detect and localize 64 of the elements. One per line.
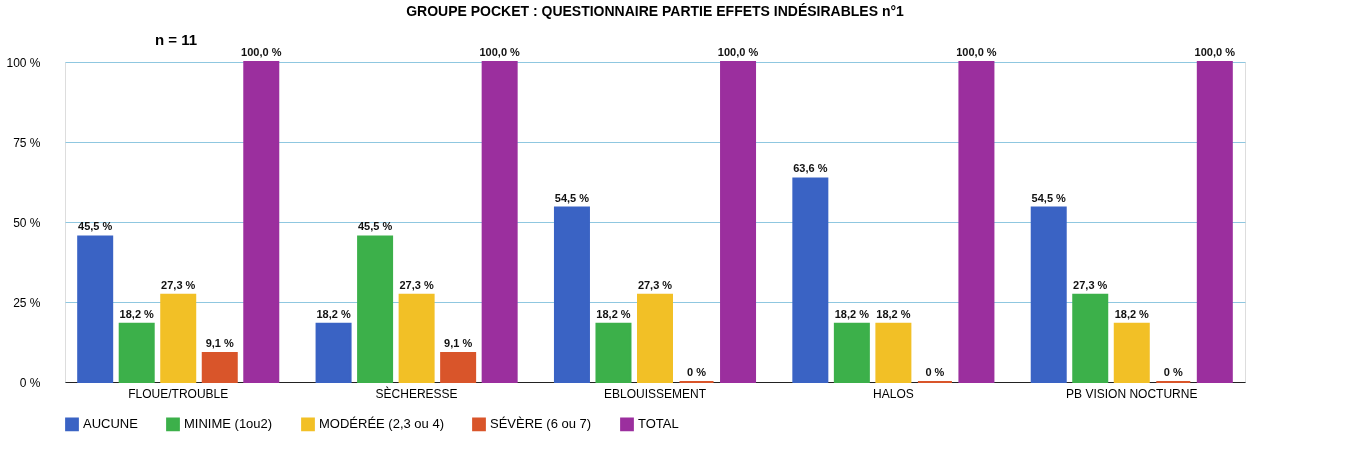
y-tick-label: 0 % — [19, 375, 41, 390]
data-label: 9,1 % — [205, 336, 235, 349]
data-label: 54,5 % — [1031, 191, 1067, 204]
bar — [398, 293, 435, 383]
bar — [315, 322, 352, 383]
data-label: 0 % — [1163, 366, 1183, 378]
data-label: 18,2 % — [119, 307, 155, 320]
y-tick-label: 25 % — [13, 295, 41, 310]
data-label: 0 % — [925, 366, 945, 378]
data-label: 0 % — [687, 366, 707, 378]
bar — [243, 61, 280, 383]
data-label: 100,0 % — [241, 46, 282, 58]
legend-label: SÉVÈRE (6 ou 7) — [490, 416, 592, 432]
x-tick-label: SÈCHERESSE — [375, 385, 458, 401]
x-tick-label: HALOS — [873, 386, 914, 401]
x-tick-label: PB VISION NOCTURNE — [1066, 386, 1198, 401]
bar — [118, 322, 155, 383]
bar — [637, 293, 673, 383]
bar — [77, 235, 114, 383]
data-label: 27,3 % — [161, 278, 196, 291]
legend-label: MINIME (1ou2) — [184, 416, 273, 432]
bar — [553, 206, 590, 383]
bar — [160, 293, 197, 383]
data-label: 27,3 % — [637, 278, 673, 291]
data-label: 18,2 % — [596, 307, 631, 320]
y-tick-label: 75 % — [13, 135, 41, 150]
bar — [720, 61, 757, 383]
bar — [357, 235, 394, 383]
y-tick-label: 100 % — [6, 55, 41, 70]
data-label: 18,2 % — [876, 307, 911, 320]
data-label: 27,3 % — [1073, 278, 1108, 291]
text: n = 11 — [155, 31, 198, 48]
data-label: 9,1 % — [444, 336, 473, 349]
bar — [440, 351, 477, 383]
data-label: 100,0 % — [479, 46, 521, 58]
y-tick-label: 50 % — [13, 215, 41, 230]
data-label: 100,0 % — [1194, 46, 1236, 58]
chart-title: GROUPE POCKET : QUESTIONNAIRE PARTIE EFFETS INDÉSIRABLES n°1 — [406, 3, 905, 19]
bar — [201, 351, 238, 383]
bar — [833, 322, 870, 383]
bar — [481, 61, 518, 383]
bar — [875, 322, 912, 383]
data-label: 54,5 % — [554, 191, 590, 204]
x-tick-label: EBLOUISSEMENT — [603, 386, 707, 401]
legend-label: TOTAL — [638, 416, 679, 432]
bar — [1113, 322, 1150, 383]
data-label: 18,2 % — [316, 307, 351, 320]
data-label: 100,0 % — [956, 46, 997, 58]
data-label: 45,5 % — [78, 220, 113, 233]
bar — [595, 322, 632, 383]
data-label: 18,2 % — [834, 307, 870, 320]
bar — [1072, 293, 1109, 383]
data-label: 45,5 % — [357, 220, 393, 233]
bar — [958, 61, 995, 383]
legend-label: AUCUNE — [83, 416, 139, 432]
bar — [1196, 61, 1233, 383]
bar — [792, 177, 829, 383]
data-label: 18,2 % — [1114, 307, 1150, 320]
data-label: 63,6 % — [793, 162, 828, 175]
data-label: 27,3 % — [399, 278, 434, 291]
x-tick-label: FLOUE/TROUBLE — [128, 386, 229, 401]
legend-label: MODÉRÉE (2,3 ou 4) — [319, 416, 444, 432]
data-label: 100,0 % — [717, 46, 759, 58]
bar — [1030, 206, 1067, 383]
